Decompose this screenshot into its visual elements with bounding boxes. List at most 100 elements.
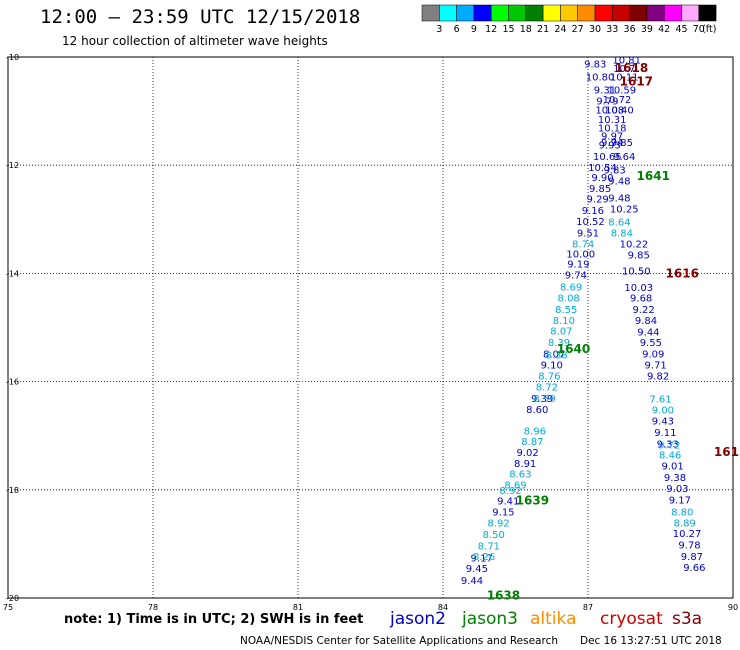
color-scale-legend: 3 6 9 12 15 18 21 24 27 30 33 36 39 42 45 70(ft) <box>421 4 717 35</box>
pass-time-annotation: 1640 <box>557 342 590 356</box>
swh-data-label: 8.60 <box>526 405 548 416</box>
swh-data-label: 9.90 <box>591 173 613 184</box>
satellite-legend-s3a: s3a <box>672 609 703 629</box>
swh-data-label: 8.46 <box>659 451 681 462</box>
swh-data-label: 9.79 <box>596 96 618 107</box>
x-tick-label: 78 <box>148 603 158 612</box>
satellite-legend-jason2: jason2 <box>390 609 446 629</box>
swh-data-label: 8.76 <box>538 372 560 383</box>
swh-data-label: 9.85 <box>628 250 650 261</box>
swh-data-label: 9.48 <box>608 194 630 205</box>
swh-data-label: 10.50 <box>622 267 651 278</box>
swh-data-label: 9.11 <box>654 428 676 439</box>
swh-data-label: 8.80 <box>671 507 693 518</box>
satellite-legend-jason3: jason3 <box>462 609 518 629</box>
color-scale-label: 27 <box>572 24 584 35</box>
swh-data-label: 9.02 <box>516 448 538 459</box>
color-scale-label: 70 <box>693 24 705 35</box>
swh-data-label: 9.66 <box>683 563 705 574</box>
swh-data-label: 9.78 <box>678 540 700 551</box>
swh-data-label: 9.39 <box>531 394 553 405</box>
swh-data-label: 10.52 <box>576 217 605 228</box>
swh-data-label: 9.85 <box>611 138 633 149</box>
swh-data-label: 9.55 <box>640 338 662 349</box>
swh-data-label: 9.29 <box>587 195 609 206</box>
color-scale-label: 45 <box>675 24 687 35</box>
swh-data-label: 9.44 <box>461 576 483 587</box>
swh-data-label: 9.10 <box>541 360 563 371</box>
satellite-legend-altika: altika <box>530 609 577 629</box>
y-tick-label: -18 <box>6 486 19 495</box>
color-scale-label: 18 <box>520 24 532 35</box>
x-tick-label: 87 <box>583 603 593 612</box>
color-scale-label: 6 <box>454 24 460 35</box>
swh-data-label: 9.09 <box>642 349 664 360</box>
color-scale-swatch <box>698 4 717 22</box>
swh-data-label: 10.25 <box>610 204 639 215</box>
x-tick-label: 84 <box>438 603 448 612</box>
swh-data-label: 9.74 <box>565 270 587 281</box>
swh-data-label: 9.41 <box>497 497 519 508</box>
swh-data-label: 8.26 <box>473 552 495 563</box>
swh-data-label: 9.43 <box>652 417 674 428</box>
x-tick-label: 75 <box>3 603 13 612</box>
color-scale-label: 9 <box>471 24 477 35</box>
swh-data-label: 8.55 <box>555 305 577 316</box>
swh-data-label: 8.50 <box>483 530 505 541</box>
swh-data-label: 9.97 <box>601 131 623 142</box>
swh-data-label: 8.74 <box>572 240 594 251</box>
y-tick-label: -12 <box>6 161 19 170</box>
color-scale-label: 33 <box>606 24 618 35</box>
swh-data-label: 9.68 <box>630 294 652 305</box>
swh-data-label: 10.03 <box>624 283 653 294</box>
swh-data-label: 10.18 <box>598 123 627 134</box>
swh-data-label: 9.74 <box>601 138 623 149</box>
swh-data-label: 10.81 <box>612 56 641 67</box>
y-tick-label: -14 <box>6 269 19 278</box>
swh-data-label: 10.80 <box>586 72 615 83</box>
swh-data-label: 10.72 <box>603 95 632 106</box>
swh-data-label: 9.00 <box>652 406 674 417</box>
swh-data-label: 7.61 <box>649 394 671 405</box>
swh-data-label: 8.84 <box>611 228 633 239</box>
swh-data-label: 8.39 <box>548 338 570 349</box>
y-tick-label: -16 <box>6 378 19 387</box>
swh-data-label: 9.17 <box>669 496 691 507</box>
satellite-legend-cryosat: cryosat <box>600 609 663 629</box>
swh-data-label: 9.44 <box>637 327 659 338</box>
swh-data-label: 9.33 <box>657 439 679 450</box>
swh-data-label: 9.83 <box>584 59 606 70</box>
color-scale-label: 15 <box>502 24 514 35</box>
color-scale-label: 36 <box>624 24 636 35</box>
swh-data-label: 9.17 <box>471 553 493 564</box>
color-scale-unit: (ft) <box>702 24 716 35</box>
page-title: 12:00 – 23:59 UTC 12/15/2018 <box>40 6 361 28</box>
pass-time-annotation: 1639 <box>516 494 549 508</box>
swh-data-label: 8.07 <box>550 327 572 338</box>
swh-data-label: 8.92 <box>487 518 509 529</box>
swh-data-label: 10.22 <box>620 240 649 251</box>
pass-time-annotation: 1641 <box>637 169 670 183</box>
swh-data-label: 9.83 <box>603 166 625 177</box>
swh-data-label: 9.31 <box>594 85 616 96</box>
swh-data-label: 10.31 <box>598 115 627 126</box>
swh-data-label: 10.00 <box>566 249 595 260</box>
swh-data-label: 10.27 <box>673 529 702 540</box>
swh-data-label: 9.82 <box>647 372 669 383</box>
pass-time-annotation: 1618 <box>615 61 648 75</box>
page-subtitle: 12 hour collection of altimeter wave hei… <box>62 34 328 48</box>
swh-data-label: 9.16 <box>582 206 604 217</box>
color-scale-label: 21 <box>537 24 549 35</box>
swh-data-label: 9.84 <box>635 316 657 327</box>
swh-data-label: 8.96 <box>524 426 546 437</box>
swh-data-label: 10.11 <box>610 72 639 83</box>
swh-data-label: 10.7 <box>613 64 635 75</box>
swh-data-label: 9.45 <box>466 564 488 575</box>
swh-data-label: 8.08 <box>558 294 580 305</box>
note-text: note: 1) Time is in UTC; 2) SWH is in fe… <box>64 612 364 627</box>
pass-time-annotation: 1616 <box>666 266 699 280</box>
x-tick-label: 90 <box>728 603 738 612</box>
swh-data-label: 8.72 <box>536 382 558 393</box>
swh-data-label: 8.92 <box>500 486 522 497</box>
